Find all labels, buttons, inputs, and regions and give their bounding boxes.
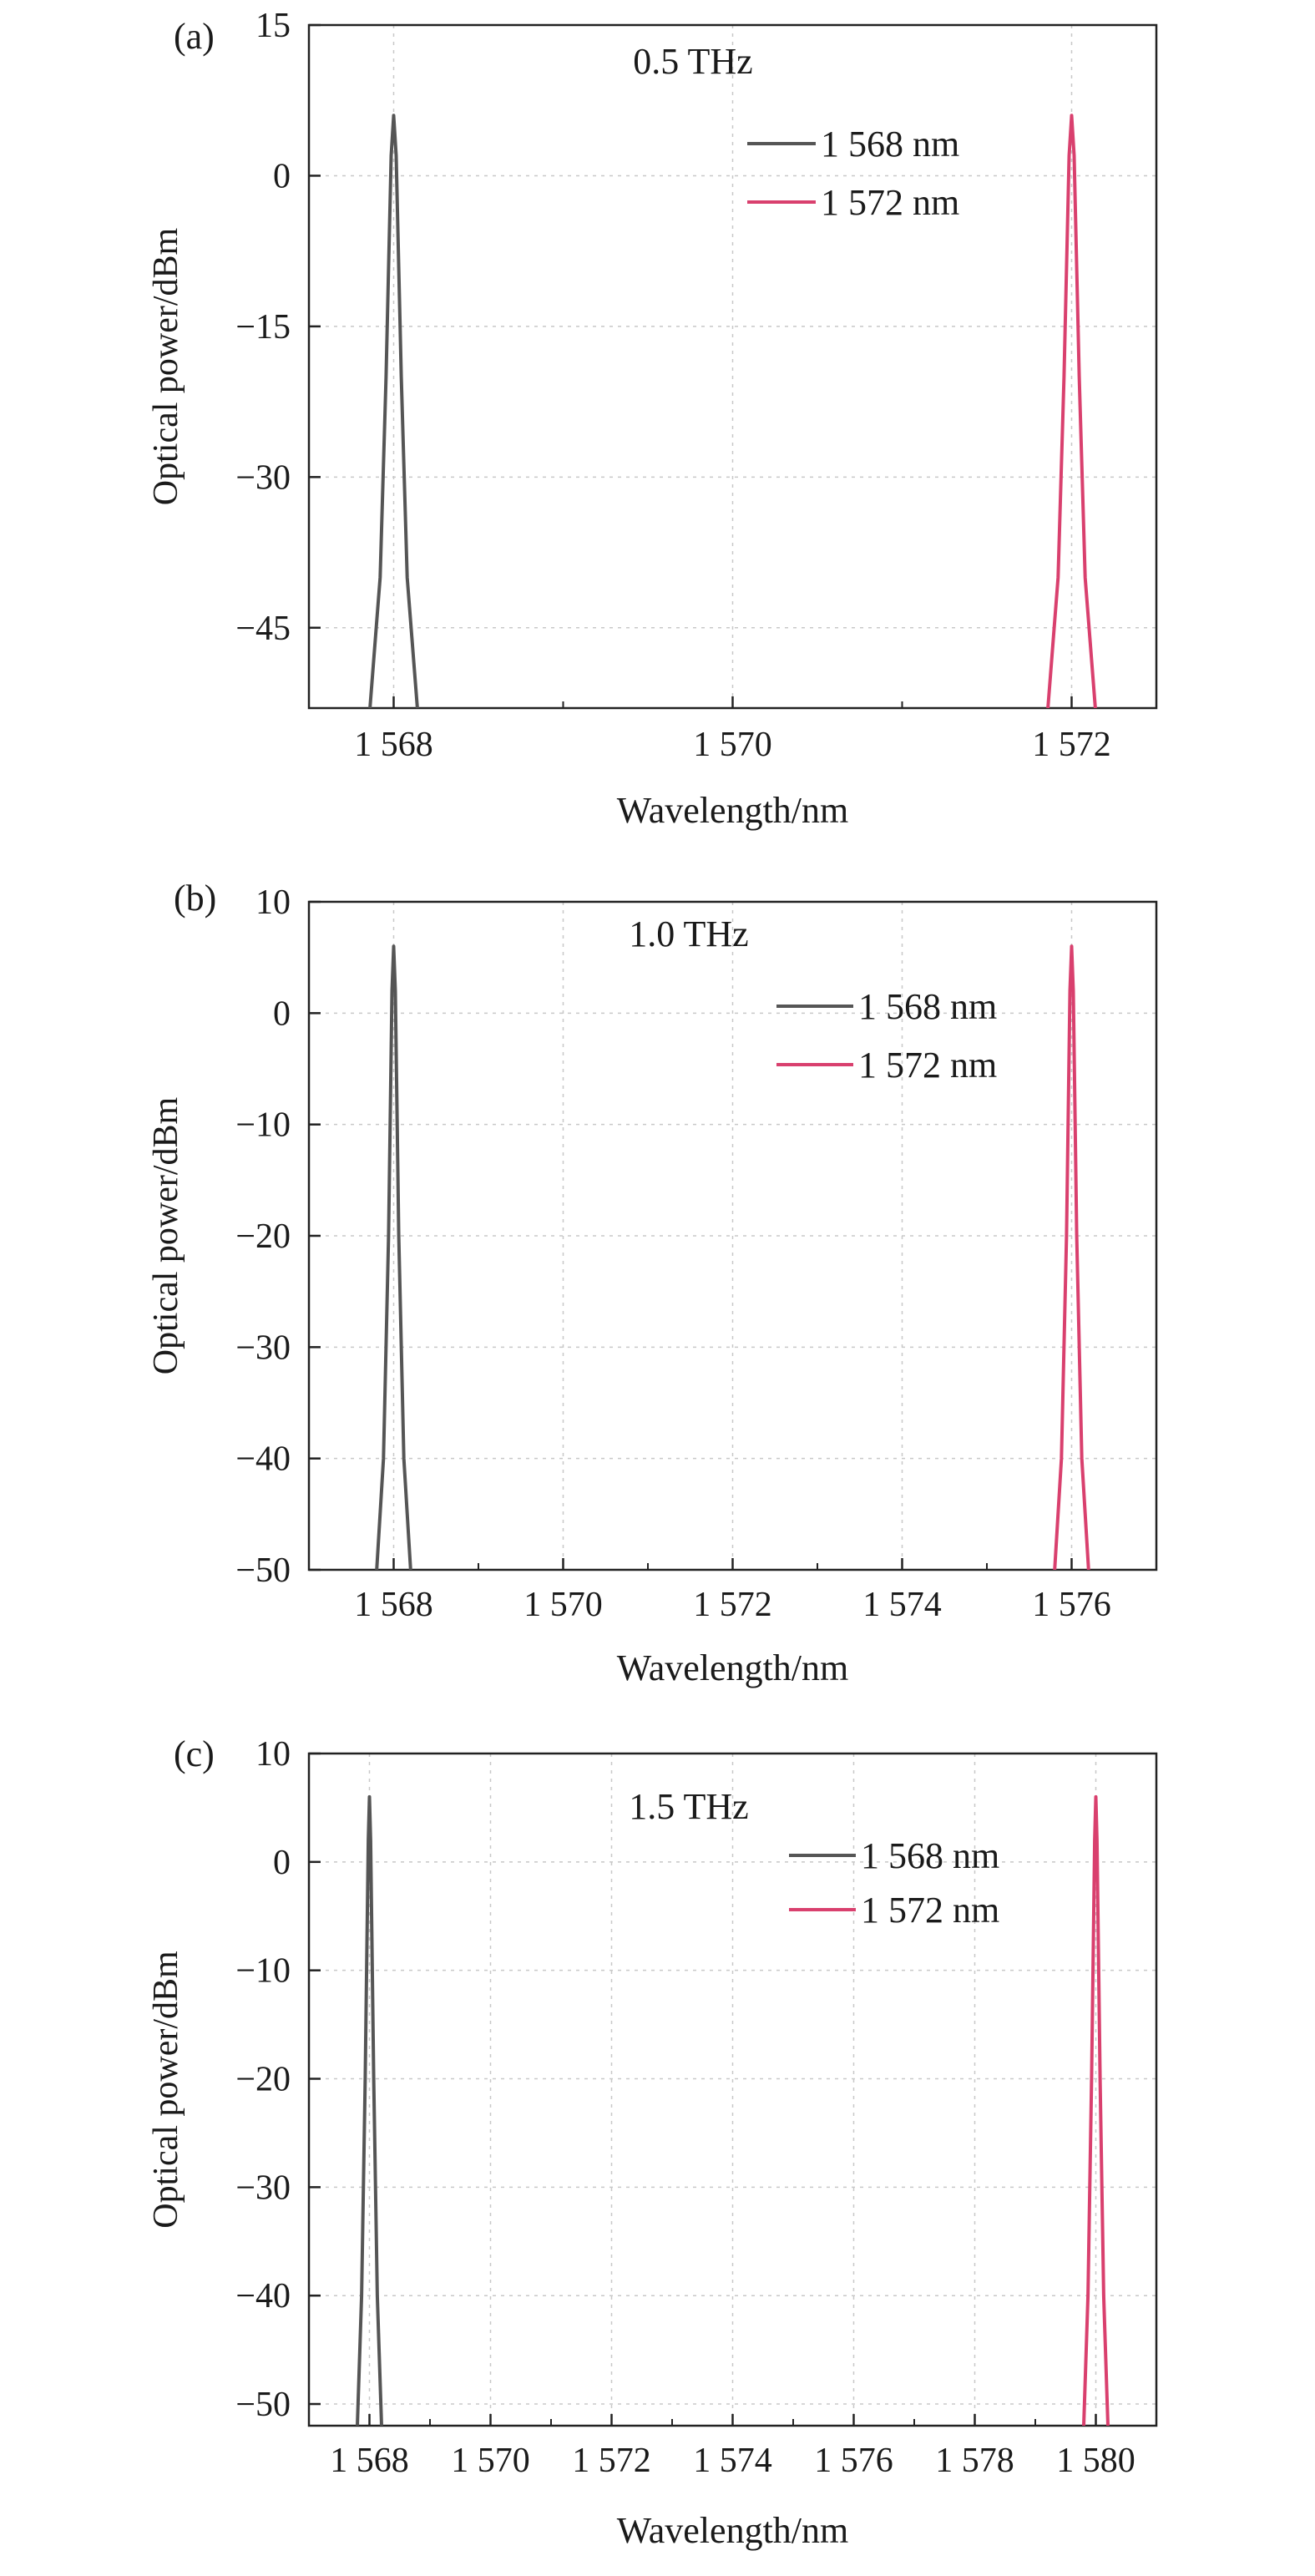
x-tick-label: 1 570 xyxy=(693,726,772,764)
series-line-1 xyxy=(1082,1794,1110,2426)
x-tick-label: 1 572 xyxy=(693,1586,772,1624)
y-tick-label: −40 xyxy=(235,2277,291,2315)
x-tick-label: 1 570 xyxy=(523,1586,603,1624)
y-axis-label: Optical power/dBm xyxy=(147,227,185,505)
y-tick-label: 10 xyxy=(255,1735,291,1774)
y-tick-label: 10 xyxy=(255,883,291,922)
series-line-1 xyxy=(1046,114,1097,708)
y-tick-label: −10 xyxy=(235,1952,291,1991)
y-tick-label: 15 xyxy=(255,7,291,45)
x-tick-label: 1 568 xyxy=(354,726,433,764)
series-line-0 xyxy=(375,944,412,1570)
y-tick-label: −20 xyxy=(235,2061,291,2099)
x-tick-label: 1 568 xyxy=(330,2442,409,2480)
y-tick-label: −30 xyxy=(235,1328,291,1367)
x-tick-label: 1 578 xyxy=(935,2442,1014,2480)
x-axis-label: Wavelength/nm xyxy=(617,2510,849,2551)
frequency-annotation: 1.0 THz xyxy=(629,913,748,954)
y-tick-label: 0 xyxy=(273,157,291,195)
legend-entry: 1 568 nm xyxy=(821,124,959,164)
y-tick-label: −30 xyxy=(235,458,291,497)
legend-entry: 1 568 nm xyxy=(861,1835,999,1876)
legend-entry: 1 572 nm xyxy=(858,1045,997,1086)
chart-panel-1: 1 568 1 570 1 572 1 574 1 576 10 0 −10 −20 −30 −40… xyxy=(147,878,1158,1688)
x-tick-label: 1 576 xyxy=(1032,1586,1111,1624)
x-tick-label: 1 580 xyxy=(1056,2442,1135,2480)
x-tick-label: 1 572 xyxy=(572,2442,651,2480)
series-line-1 xyxy=(1053,944,1090,1570)
x-tick-label: 1 568 xyxy=(354,1586,433,1624)
x-axis-label: Wavelength/nm xyxy=(617,790,849,831)
x-tick-label: 1 572 xyxy=(1032,726,1111,764)
frequency-annotation: 0.5 THz xyxy=(633,41,752,82)
y-tick-label: 0 xyxy=(273,994,291,1033)
panel-label: (b) xyxy=(174,878,216,919)
y-tick-label: −45 xyxy=(235,610,291,648)
legend-entry: 1 572 nm xyxy=(821,182,959,223)
frequency-annotation: 1.5 THz xyxy=(629,1786,748,1827)
y-tick-label: −20 xyxy=(235,1217,291,1256)
x-tick-label: 1 574 xyxy=(693,2442,772,2480)
y-tick-label: 0 xyxy=(273,1844,291,1882)
legend-entry: 1 568 nm xyxy=(858,986,997,1027)
series-line-0 xyxy=(368,114,419,708)
y-tick-label: −50 xyxy=(235,1551,291,1590)
panel-label: (c) xyxy=(174,1733,215,1774)
panel-label: (a) xyxy=(174,16,215,57)
x-tick-label: 1 574 xyxy=(862,1586,942,1624)
x-axis-label: Wavelength/nm xyxy=(617,1647,849,1688)
y-tick-label: −50 xyxy=(235,2386,291,2424)
y-tick-label: −15 xyxy=(235,308,291,347)
chart-panel-2: 1 568 1 570 1 572 1 574 1 576 1 578 1 580 10 0 −1… xyxy=(147,1733,1158,2551)
series-line-0 xyxy=(356,1794,383,2426)
y-tick-label: −40 xyxy=(235,1440,291,1479)
y-axis-label: Optical power/dBm xyxy=(147,1096,185,1374)
y-tick-label: −10 xyxy=(235,1106,291,1145)
y-axis-label: Optical power/dBm xyxy=(147,1951,185,2229)
legend-entry: 1 572 nm xyxy=(861,1890,999,1931)
x-tick-label: 1 570 xyxy=(451,2442,530,2480)
y-tick-label: −30 xyxy=(235,2169,291,2207)
chart-panel-0: 1 568 1 570 1 572 15 0 −15 −30 −45 Wavelength/nm… xyxy=(147,7,1158,831)
x-tick-label: 1 576 xyxy=(814,2442,893,2480)
